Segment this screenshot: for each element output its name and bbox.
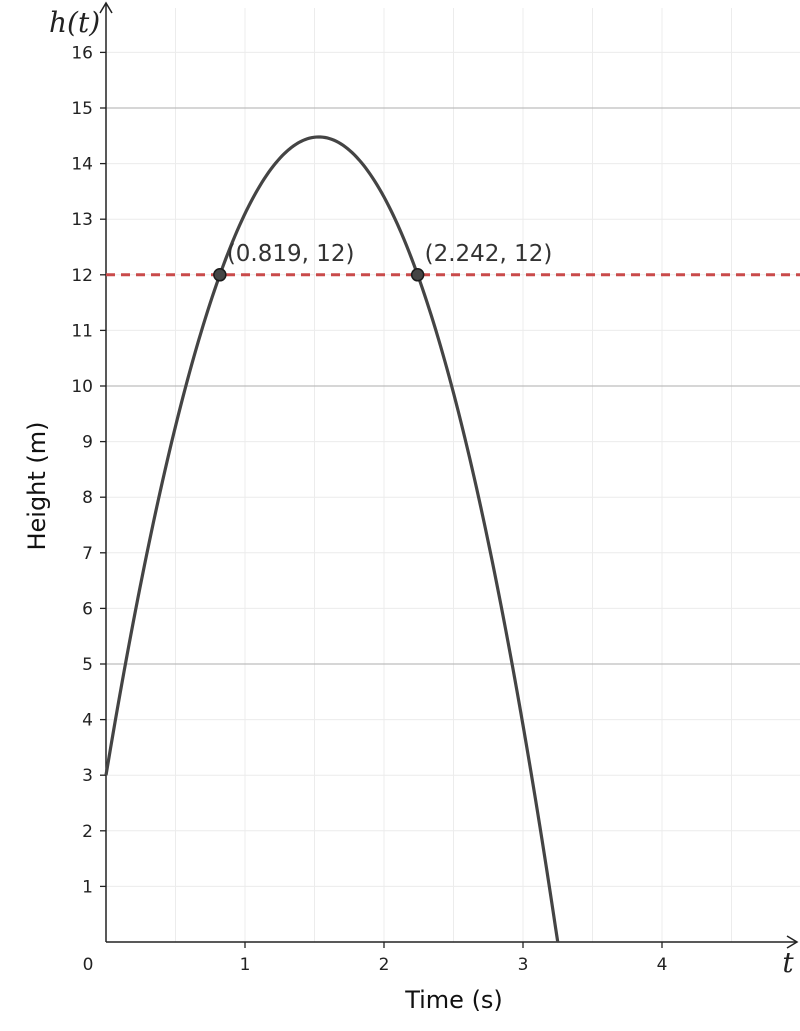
y-tick-label: 16	[71, 43, 93, 63]
grid	[106, 8, 800, 942]
x-tick-label: 4	[657, 955, 668, 975]
y-axis-arrow	[99, 1, 113, 14]
x-tick-label: 0	[83, 955, 94, 975]
x-axis-title: Time (s)	[404, 986, 503, 1014]
y-tick-label: 12	[71, 266, 93, 286]
y-tick-label: 11	[71, 321, 93, 341]
intersection-point	[213, 268, 227, 282]
x-tick-label: 1	[240, 955, 251, 975]
y-tick-label: 4	[82, 711, 93, 731]
intersection-point	[410, 268, 425, 282]
intersection-point-label: (2.242, 12)	[425, 241, 553, 267]
y-tick-label: 15	[71, 99, 93, 119]
y-tick-label: 8	[82, 488, 93, 508]
y-tick-label: 10	[71, 377, 93, 397]
x-axis-arrow	[786, 935, 799, 949]
y-tick-label: 7	[82, 544, 93, 564]
y-tick-label: 14	[71, 155, 93, 175]
y-tick-label: 13	[71, 210, 93, 230]
intersection-points: (0.819, 12) (2.242, 12)	[213, 241, 553, 282]
axes	[99, 1, 799, 949]
y-tick-label: 1	[82, 877, 93, 897]
y-tick-label: 3	[82, 766, 93, 786]
series-curve	[104, 135, 560, 943]
x-tick-label: 2	[379, 955, 390, 975]
y-tick-label: 2	[82, 822, 93, 842]
y-tick-label: 9	[82, 433, 93, 453]
y-tick-label: 6	[82, 599, 93, 619]
y-axis-variable: h(t)	[49, 6, 100, 39]
x-tick-label: 3	[518, 955, 529, 975]
intersection-point-label: (0.819, 12)	[227, 241, 355, 267]
y-axis-title: Height (m)	[23, 421, 51, 550]
y-tick-label: 5	[82, 655, 93, 675]
x-axis-variable: t	[782, 946, 794, 979]
